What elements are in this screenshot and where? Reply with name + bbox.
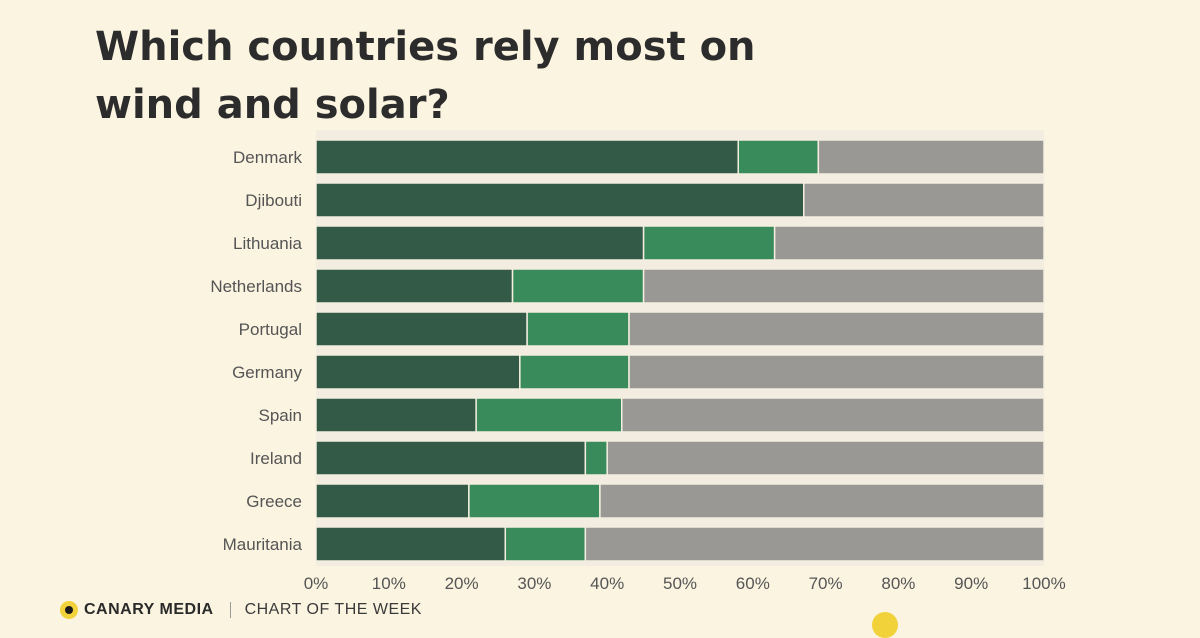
category-label: Netherlands bbox=[210, 277, 302, 296]
bar-mauritania-segment-2 bbox=[504, 526, 587, 562]
x-tick-label: 90% bbox=[954, 574, 988, 593]
x-axis-ticks: 0% 10% 20% 30% 40% 50% 60% 70% 80% 90% 100% bbox=[304, 574, 1066, 593]
bar-netherlands-segment-3 bbox=[642, 268, 1045, 304]
bar-greece-segment-1 bbox=[315, 483, 470, 519]
bar-mauritania-segment-1 bbox=[315, 526, 507, 562]
category-label: Djibouti bbox=[245, 191, 302, 210]
category-label: Ireland bbox=[250, 449, 302, 468]
brand-name: CANARY MEDIA bbox=[84, 601, 214, 618]
bar-germany-segment-1 bbox=[315, 354, 521, 390]
footer-divider bbox=[229, 602, 231, 618]
bar-denmark-segment-3 bbox=[817, 139, 1045, 175]
section-label: CHART OF THE WEEK bbox=[244, 601, 422, 618]
x-tick-label: 30% bbox=[517, 574, 551, 593]
x-tick-label: 100% bbox=[1022, 574, 1065, 593]
category-label: Greece bbox=[246, 492, 302, 511]
bar-greece-segment-2 bbox=[468, 483, 601, 519]
bars-group bbox=[315, 139, 1045, 562]
chart-title: Which countries rely most on wind and so… bbox=[95, 24, 756, 128]
bar-ireland-segment-1 bbox=[315, 440, 587, 476]
category-label: Denmark bbox=[233, 148, 302, 167]
bar-lithuania-segment-3 bbox=[773, 225, 1045, 261]
bar-greece-segment-3 bbox=[599, 483, 1045, 519]
bar-netherlands-segment-1 bbox=[315, 268, 514, 304]
canary-dot-icon bbox=[60, 601, 78, 619]
x-tick-label: 50% bbox=[663, 574, 697, 593]
x-tick-label: 40% bbox=[590, 574, 624, 593]
sun-decoration bbox=[872, 612, 898, 638]
category-label: Portugal bbox=[239, 320, 302, 339]
x-tick-label: 10% bbox=[372, 574, 406, 593]
x-tick-label: 60% bbox=[736, 574, 770, 593]
bar-portugal-segment-2 bbox=[526, 311, 630, 347]
bar-lithuania-segment-1 bbox=[315, 225, 645, 261]
bar-denmark-segment-2 bbox=[737, 139, 820, 175]
bar-portugal-segment-3 bbox=[628, 311, 1045, 347]
x-tick-label: 70% bbox=[809, 574, 843, 593]
x-tick-label: 0% bbox=[304, 574, 329, 593]
category-label: Mauritania bbox=[223, 535, 303, 554]
bar-spain-segment-1 bbox=[315, 397, 477, 433]
bar-ireland-segment-2 bbox=[584, 440, 608, 476]
bar-djibouti-segment-3 bbox=[803, 182, 1045, 218]
bar-spain-segment-3 bbox=[621, 397, 1045, 433]
category-labels: Denmark Djibouti Lithuania Netherlands Portu… bbox=[210, 148, 302, 554]
category-label: Lithuania bbox=[233, 234, 303, 253]
x-tick-label: 80% bbox=[881, 574, 915, 593]
footer: CANARY MEDIA CHART OF THE WEEK bbox=[60, 596, 422, 624]
bar-spain-segment-2 bbox=[475, 397, 623, 433]
bar-mauritania-segment-3 bbox=[584, 526, 1045, 562]
bar-germany-segment-3 bbox=[628, 354, 1045, 390]
bar-netherlands-segment-2 bbox=[511, 268, 645, 304]
x-tick-label: 20% bbox=[445, 574, 479, 593]
bar-ireland-segment-3 bbox=[606, 440, 1045, 476]
bar-portugal-segment-1 bbox=[315, 311, 528, 347]
bar-germany-segment-2 bbox=[519, 354, 630, 390]
bar-lithuania-segment-2 bbox=[642, 225, 776, 261]
category-label: Spain bbox=[259, 406, 302, 425]
category-label: Germany bbox=[232, 363, 302, 382]
bar-denmark-segment-1 bbox=[315, 139, 739, 175]
bar-djibouti-segment-1 bbox=[315, 182, 805, 218]
